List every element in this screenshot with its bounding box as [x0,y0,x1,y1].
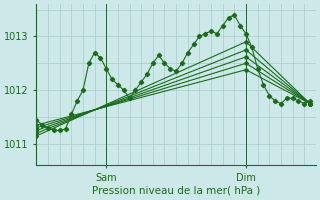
X-axis label: Pression niveau de la mer( hPa ): Pression niveau de la mer( hPa ) [92,186,260,196]
